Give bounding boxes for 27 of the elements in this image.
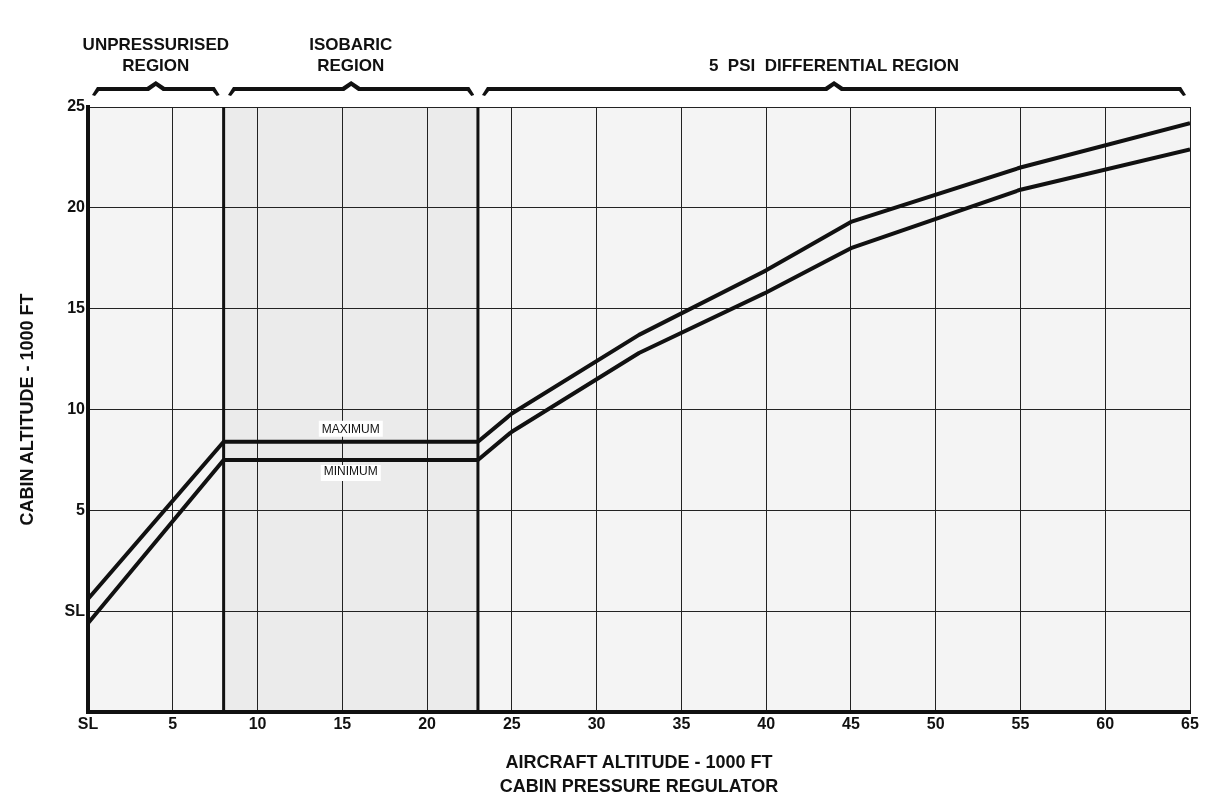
text: CABIN PRESSURE REGULATOR: [499, 775, 779, 796]
x-tick-label: 65: [1181, 715, 1199, 733]
x-tick-label: 15: [333, 715, 352, 733]
x-tick-label: 40: [757, 715, 776, 733]
x-axis-title: AIRCRAFT ALTITUDE - 1000 FT: [505, 751, 773, 772]
x-tick-label: 20: [418, 715, 437, 733]
y-axis-title: CABIN ALTITUDE - 1000 FT: [16, 293, 37, 526]
y-tick-label: SL: [64, 601, 86, 619]
series-label: MAXIMUM: [321, 422, 380, 437]
y-tick-label: 15: [67, 299, 86, 317]
band-label: ISOBARIC REGION: [309, 35, 393, 76]
x-tick-label: 45: [842, 715, 860, 733]
x-tick-label: 10: [248, 715, 267, 733]
y-tick-label: 10: [67, 399, 86, 417]
x-tick-label: 35: [672, 715, 691, 733]
x-tick-label: 50: [926, 715, 945, 733]
y-tick-label: 25: [67, 97, 86, 115]
y-tick-label: 20: [67, 198, 86, 216]
band-label: 5 PSI DIFFERENTIAL REGION: [708, 56, 959, 76]
x-tick-label: 25: [502, 715, 521, 733]
x-tick-label: 30: [587, 715, 606, 733]
x-tick-label: 60: [1096, 715, 1115, 733]
x-tick-label: 5: [168, 715, 178, 733]
y-tick-label: 5: [76, 500, 86, 518]
band-label: UNPRESSURISED REGION: [82, 35, 230, 76]
series-label: MINIMUM: [323, 464, 378, 479]
x-tick-label: 55: [1011, 715, 1030, 733]
